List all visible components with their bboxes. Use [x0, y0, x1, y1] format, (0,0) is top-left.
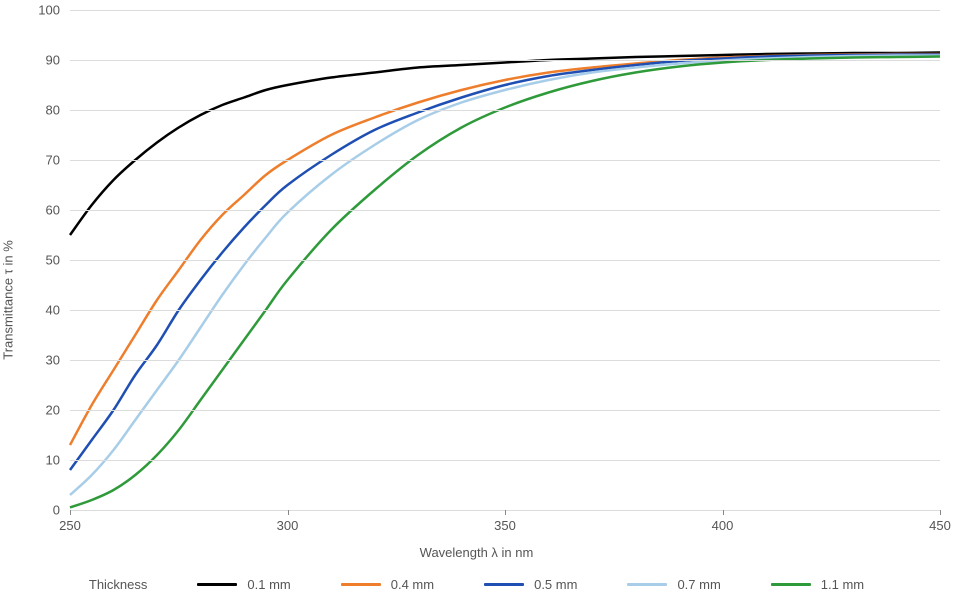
legend-label: 0.1 mm: [247, 577, 290, 592]
legend-swatch: [484, 583, 524, 586]
transmittance-chart: Transmittance τ in % 0102030405060708090…: [0, 0, 953, 600]
x-tick-label: 450: [929, 518, 951, 533]
legend-item: 0.5 mm: [484, 577, 577, 592]
y-tick-label: 30: [46, 353, 60, 368]
y-tick-label: 50: [46, 253, 60, 268]
legend-label: 0.5 mm: [534, 577, 577, 592]
x-tick-mark: [723, 510, 724, 515]
y-tick-label: 100: [38, 3, 60, 18]
plot-area: 0102030405060708090100250300350400450: [70, 10, 940, 510]
grid-line: [70, 260, 940, 261]
x-tick-mark: [940, 510, 941, 515]
legend-item: 1.1 mm: [771, 577, 864, 592]
grid-line: [70, 310, 940, 311]
x-tick-label: 300: [277, 518, 299, 533]
legend-title: Thickness: [89, 577, 148, 592]
grid-line: [70, 10, 940, 11]
legend-swatch: [341, 583, 381, 586]
grid-line: [70, 210, 940, 211]
series-line-0.7-mm: [70, 55, 940, 495]
series-line-0.4-mm: [70, 54, 940, 445]
x-axis-label: Wavelength λ in nm: [420, 545, 534, 560]
legend-item: 0.4 mm: [341, 577, 434, 592]
y-tick-label: 80: [46, 103, 60, 118]
y-tick-label: 20: [46, 403, 60, 418]
y-tick-label: 60: [46, 203, 60, 218]
grid-line: [70, 110, 940, 111]
legend-item: 0.1 mm: [197, 577, 290, 592]
grid-line: [70, 160, 940, 161]
legend-swatch: [197, 583, 237, 586]
grid-line: [70, 410, 940, 411]
x-tick-label: 350: [494, 518, 516, 533]
y-tick-label: 70: [46, 153, 60, 168]
y-tick-label: 0: [53, 503, 60, 518]
legend-item: 0.7 mm: [627, 577, 720, 592]
x-tick-mark: [505, 510, 506, 515]
x-tick-mark: [70, 510, 71, 515]
grid-line: [70, 60, 940, 61]
legend-label: 0.7 mm: [677, 577, 720, 592]
legend: Thickness 0.1 mm 0.4 mm 0.5 mm 0.7 mm 1.1 mm: [0, 577, 953, 592]
y-tick-label: 90: [46, 53, 60, 68]
x-tick-label: 400: [712, 518, 734, 533]
y-axis-label: Transmittance τ in %: [1, 240, 16, 360]
legend-swatch: [771, 583, 811, 586]
y-tick-label: 10: [46, 453, 60, 468]
legend-label: 0.4 mm: [391, 577, 434, 592]
grid-line: [70, 460, 940, 461]
series-line-0.5-mm: [70, 54, 940, 470]
legend-label: 1.1 mm: [821, 577, 864, 592]
grid-line: [70, 360, 940, 361]
x-tick-label: 250: [59, 518, 81, 533]
x-tick-mark: [288, 510, 289, 515]
legend-swatch: [627, 583, 667, 586]
y-tick-label: 40: [46, 303, 60, 318]
